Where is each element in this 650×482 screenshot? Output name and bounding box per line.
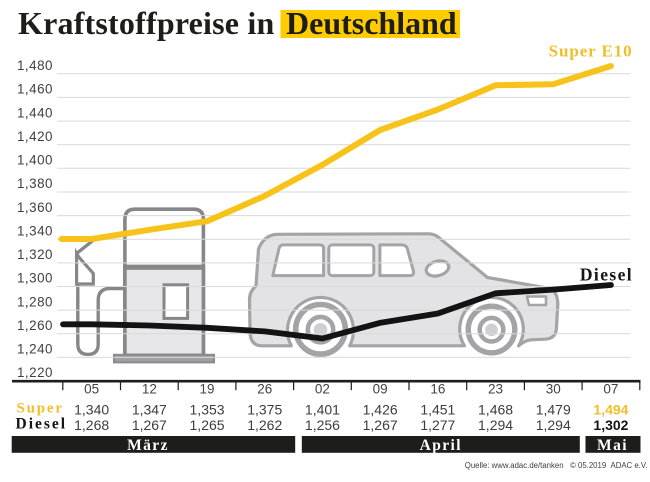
svg-text:Quelle: www.adac.de/tanken ©: Quelle: www.adac.de/tanken © 05.2019 ADA… [465,461,648,470]
svg-text:1,240: 1,240 [17,342,53,357]
svg-text:1,340: 1,340 [17,223,53,238]
svg-text:1,265: 1,265 [190,417,225,433]
svg-text:1,494: 1,494 [593,401,628,417]
svg-text:30: 30 [546,382,561,397]
svg-text:19: 19 [200,382,215,397]
svg-text:07: 07 [603,382,618,397]
svg-text:26: 26 [257,382,272,397]
svg-text:1,400: 1,400 [17,153,53,168]
svg-text:12: 12 [142,382,157,397]
svg-text:Diesel: Diesel [580,265,633,285]
svg-text:1,420: 1,420 [17,129,53,144]
svg-text:1,267: 1,267 [363,417,398,433]
svg-text:1,262: 1,262 [247,417,282,433]
svg-text:April: April [420,437,462,454]
svg-text:1,479: 1,479 [536,401,571,417]
svg-text:1,220: 1,220 [17,365,53,380]
svg-text:Super: Super [17,400,64,416]
svg-text:23: 23 [488,382,503,397]
svg-text:09: 09 [373,382,388,397]
svg-text:1,280: 1,280 [17,294,53,309]
svg-text:Kraftstoffpreise in: Kraftstoffpreise in [18,5,275,41]
svg-text:1,340: 1,340 [74,401,109,417]
svg-text:Deutschland: Deutschland [286,5,457,41]
svg-text:Diesel: Diesel [16,416,68,433]
svg-text:1,401: 1,401 [305,401,340,417]
svg-text:1,468: 1,468 [478,401,513,417]
svg-text:1,277: 1,277 [420,417,455,433]
svg-text:1,268: 1,268 [74,417,109,433]
svg-text:1,426: 1,426 [363,401,398,417]
svg-text:1,294: 1,294 [478,417,513,433]
svg-text:1,300: 1,300 [17,271,53,286]
svg-text:Super E10: Super E10 [549,42,633,61]
svg-text:März: März [127,437,169,454]
svg-text:1,451: 1,451 [420,401,455,417]
svg-text:1,360: 1,360 [17,200,53,215]
svg-text:1,294: 1,294 [536,417,571,433]
svg-text:1,320: 1,320 [17,247,53,262]
svg-text:Mai: Mai [597,437,628,454]
svg-text:1,256: 1,256 [305,417,340,433]
svg-text:1,260: 1,260 [17,318,53,333]
svg-text:1,380: 1,380 [17,176,53,191]
svg-text:1,460: 1,460 [17,82,53,97]
svg-text:16: 16 [430,382,445,397]
svg-text:1,347: 1,347 [132,401,167,417]
svg-text:05: 05 [84,382,99,397]
svg-text:1,440: 1,440 [17,105,53,120]
svg-text:02: 02 [315,382,330,397]
svg-text:1,353: 1,353 [190,401,225,417]
svg-text:1,375: 1,375 [247,401,282,417]
svg-text:1,480: 1,480 [17,58,53,73]
svg-text:1,302: 1,302 [593,417,628,433]
svg-text:1,267: 1,267 [132,417,167,433]
